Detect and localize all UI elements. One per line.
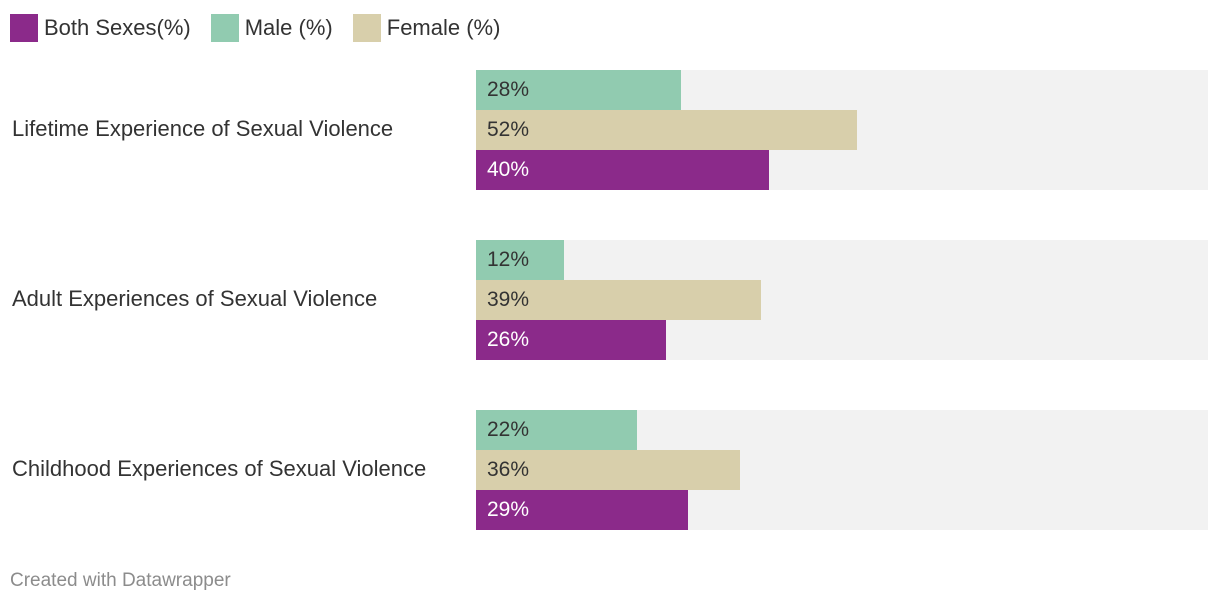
legend-swatch bbox=[352, 14, 381, 42]
bar bbox=[476, 150, 769, 190]
credit-text: Created with Datawrapper bbox=[10, 570, 231, 591]
bar-value-label: 29% bbox=[487, 498, 530, 521]
legend-item: Both Sexes(%) bbox=[10, 14, 191, 42]
legend-swatch bbox=[210, 14, 239, 42]
legend-label: Female (%) bbox=[386, 15, 501, 40]
bar bbox=[476, 240, 564, 280]
bar-chart: Lifetime Experience of Sexual Violence 28… bbox=[12, 70, 1208, 530]
bar-value-label: 12% bbox=[487, 248, 530, 271]
bar bbox=[476, 280, 762, 320]
bar-value-label: 39% bbox=[487, 288, 530, 311]
bar bbox=[476, 490, 689, 530]
legend: Both Sexes(%) Male (%) Female (%) bbox=[10, 13, 520, 43]
bar bbox=[476, 410, 638, 450]
category-label: Childhood Experiences of Sexual Violence bbox=[12, 456, 427, 481]
category-label: Adult Experiences of Sexual Violence bbox=[12, 286, 378, 311]
legend-item: Female (%) bbox=[352, 14, 501, 42]
legend-swatch bbox=[10, 14, 38, 42]
bar-value-label: 28% bbox=[487, 78, 530, 101]
bar-value-label: 40% bbox=[487, 158, 530, 181]
bar bbox=[476, 110, 857, 150]
bar bbox=[476, 70, 681, 110]
bar-value-label: 26% bbox=[487, 328, 530, 351]
legend-label: Both Sexes(%) bbox=[44, 15, 191, 40]
legend-label: Male (%) bbox=[244, 15, 333, 40]
bar bbox=[476, 450, 740, 490]
bar-value-label: 52% bbox=[487, 118, 530, 141]
bar bbox=[476, 320, 667, 360]
legend-item: Male (%) bbox=[210, 14, 333, 42]
bar-value-label: 22% bbox=[487, 418, 530, 441]
category-label: Lifetime Experience of Sexual Violence bbox=[12, 116, 394, 141]
bar-value-label: 36% bbox=[487, 458, 530, 481]
